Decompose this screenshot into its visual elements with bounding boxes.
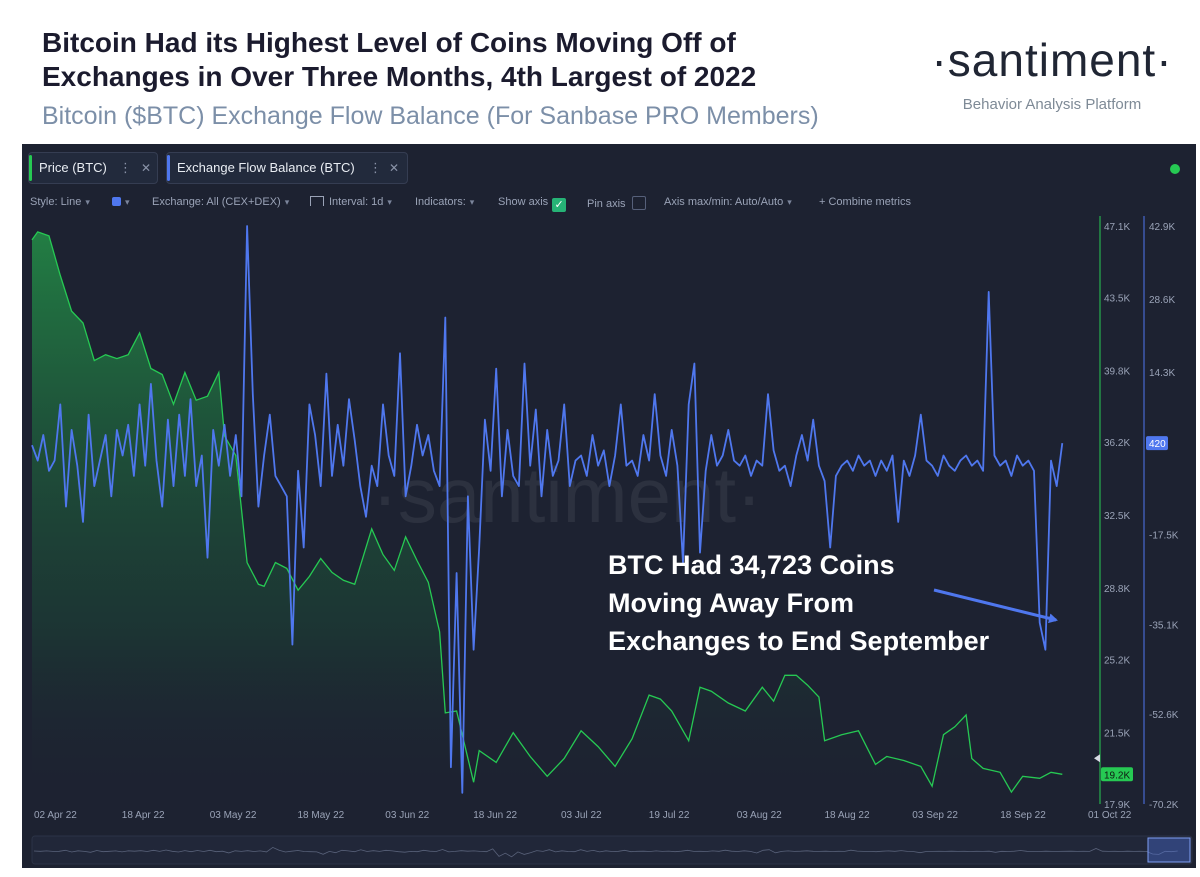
chevron-down-icon: ▾ (284, 197, 290, 207)
flow-swatch (167, 155, 170, 181)
tab-exchange-flow-balance[interactable]: Exchange Flow Balance (BTC) ⋮ ✕ (166, 152, 408, 184)
checkbox-icon[interactable] (631, 196, 646, 210)
x-axis-tick: 18 Jun 22 (473, 810, 517, 821)
indicators-label: Indicators: (415, 196, 466, 208)
live-status-icon (1170, 164, 1180, 174)
axis-maxmin-dropdown[interactable]: Axis max/min: Auto/Auto ▾ (664, 196, 792, 208)
price-axis-tick: 25.2K (1104, 656, 1130, 667)
style-dropdown[interactable]: Style: Line ▾ (30, 196, 90, 208)
close-icon[interactable]: ✕ (389, 161, 400, 175)
indicators-dropdown[interactable]: Indicators: ▾ (415, 196, 474, 208)
price-axis-tick: 28.8K (1104, 584, 1130, 595)
pin-axis-toggle[interactable]: Pin axis (587, 196, 646, 210)
x-axis-tick: 18 Aug 22 (825, 810, 870, 821)
price-axis-tick: 36.2K (1104, 438, 1130, 449)
tab-label: Price (BTC) (39, 160, 107, 175)
brand-tagline: Behavior Analysis Platform (962, 96, 1142, 113)
flow-balance-line (31, 225, 1064, 794)
flow-current-label: 420 (1149, 439, 1166, 450)
show-axis-toggle[interactable]: Show axis ✓ (498, 196, 567, 212)
brand-logo: ·santiment· Behavior Analysis Platform (920, 34, 1184, 113)
axis-maxmin-label: Axis max/min: Auto/Auto (664, 196, 784, 208)
chevron-down-icon: ▾ (387, 197, 392, 207)
flow-axis-tick: 28.6K (1149, 295, 1175, 306)
show-axis-label: Show axis (498, 196, 549, 208)
exchange-label: Exchange: All (CEX+DEX) (152, 196, 281, 208)
price-axis-tick: 47.1K (1104, 222, 1130, 233)
chart-title: Bitcoin Had its Highest Level of Coins M… (42, 27, 757, 92)
arrow-icon (933, 588, 1058, 624)
price-axis-tick: 43.5K (1104, 293, 1130, 304)
chevron-down-icon: ▾ (469, 197, 475, 207)
price-axis-tick: 32.5K (1104, 511, 1130, 522)
navigator-line (33, 846, 1178, 858)
annotation-line-1: BTC Had 34,723 Coins (608, 550, 895, 580)
interval-dropdown[interactable]: Interval: 1d ▾ (310, 196, 392, 208)
exchange-dropdown[interactable]: Exchange: All (CEX+DEX) ▾ (152, 196, 289, 208)
chevron-down-icon: ▾ (85, 197, 90, 207)
pin-axis-label: Pin axis (587, 198, 626, 210)
x-axis-tick: 03 Jul 22 (561, 810, 602, 821)
chevron-down-icon: ▾ (787, 197, 792, 207)
price-current-label: 19.2K (1104, 770, 1130, 781)
price-line (31, 231, 1063, 794)
tab-price-btc[interactable]: Price (BTC) ⋮ ✕ (28, 152, 158, 184)
chevron-down-icon: ▾ (125, 197, 130, 207)
price-current-badge (1101, 767, 1133, 782)
x-axis-tick: 18 Apr 22 (122, 810, 165, 821)
color-swatch-icon (112, 197, 121, 206)
chart-canvas: ·santiment· BTC Had 34,723 Coins Moving … (31, 216, 1193, 865)
price-axis-tick: 17.9K (1104, 800, 1130, 811)
flow-axis-tick: -17.5K (1149, 531, 1179, 542)
price-swatch (29, 155, 32, 181)
x-axis-tick: 19 Jul 22 (649, 810, 690, 821)
price-axis-tick: 39.8K (1104, 367, 1130, 378)
price-axis-tick: 21.5K (1104, 729, 1130, 740)
annotation-line-3: Exchanges to End September (608, 626, 990, 656)
flow-current-badge (1146, 436, 1168, 451)
combine-metrics-button[interactable]: + Combine metrics (819, 196, 912, 208)
more-vertical-icon[interactable]: ⋮ (369, 160, 382, 175)
interval-icon (310, 196, 324, 206)
annotation-line-2: Moving Away From (608, 588, 854, 618)
x-axis-tick: 03 Aug 22 (737, 810, 782, 821)
x-axis-tick: 02 Apr 22 (34, 810, 77, 821)
chart-panel: Price (BTC) ⋮ ✕ Exchange Flow Balance (B… (22, 144, 1196, 868)
close-icon[interactable]: ✕ (141, 161, 152, 175)
tab-label: Exchange Flow Balance (BTC) (177, 160, 355, 175)
x-axis-tick: 03 Sep 22 (912, 810, 958, 821)
flow-axis-tick: -70.2K (1149, 800, 1179, 811)
checkmark-icon[interactable]: ✓ (552, 198, 567, 212)
price-area (32, 231, 1063, 804)
flow-axis-tick: -52.6K (1149, 710, 1179, 721)
cursor-marker-icon (1094, 754, 1100, 763)
flow-axis-tick: 42.9K (1149, 222, 1175, 233)
x-axis-tick: 03 Jun 22 (385, 810, 429, 821)
interval-label: Interval: 1d (329, 196, 384, 208)
chart-toolbar: Style: Line ▾ ▾ Exchange: All (CEX+DEX) ▾ … (22, 188, 1196, 216)
chart-subtitle: Bitcoin ($BTC) Exchange Flow Balance (Fo… (42, 102, 819, 130)
style-label: Style: Line (30, 196, 82, 208)
more-vertical-icon[interactable]: ⋮ (119, 160, 132, 175)
brand-name: ·santiment· (931, 34, 1173, 86)
navigator-strip[interactable] (31, 835, 1193, 865)
flow-axis-tick: 14.3K (1149, 368, 1175, 379)
x-axis-tick: 01 Oct 22 (1088, 810, 1132, 821)
x-axis-tick: 03 May 22 (210, 810, 257, 821)
x-axis-tick: 18 Sep 22 (1000, 810, 1046, 821)
flow-axis-tick: -35.1K (1149, 621, 1179, 632)
x-axis-tick: 18 May 22 (298, 810, 345, 821)
color-picker[interactable]: ▾ (112, 196, 130, 208)
navigator-handle[interactable] (1147, 837, 1191, 863)
